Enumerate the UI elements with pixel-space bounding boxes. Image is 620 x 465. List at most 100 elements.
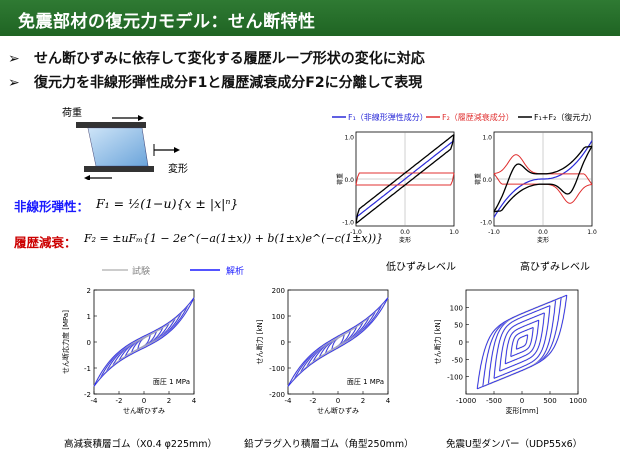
- x-axis-label: せん断ひずみ: [317, 406, 359, 415]
- caption-hdr: 高減衰積層ゴム（X0.4 φ225mm）: [64, 439, 218, 450]
- y-tick-label: 1.0: [482, 134, 492, 141]
- x-tick-label: 2: [361, 397, 365, 405]
- x-tick-label: 0: [336, 397, 340, 405]
- model-chart-low-title: 低ひずみレベル: [386, 262, 456, 273]
- damping-formula: F₂ = ±uFₘ{1 − 2e^(−a(1±x)) + b(1±x)e^(−c…: [84, 232, 384, 245]
- analysis-loop: [93, 297, 195, 387]
- x-tick-label: 0.0: [400, 229, 410, 236]
- x-tick-label: -2: [116, 397, 123, 405]
- y-axis-label: せん断力 [kN]: [433, 319, 442, 364]
- x-tick-label: -2: [310, 397, 317, 405]
- title-bar: 免震部材の復元力モデル：せん断特性: [0, 0, 620, 36]
- y-tick-label: 0: [87, 339, 91, 347]
- plot-frame: [465, 289, 579, 395]
- legend-analysis: 解析: [226, 267, 245, 277]
- x-axis-label: 変形: [399, 236, 411, 244]
- series-f1-line: [355, 140, 455, 218]
- y-tick-label: 0: [281, 339, 285, 347]
- bullet-1-text: せん断ひずみに依存して変化する履歴ループ形状の変化に対応: [34, 51, 425, 67]
- y-tick-label: 1: [87, 313, 91, 321]
- y-tick-label: 1.0: [344, 134, 354, 141]
- y-tick-label: 100: [450, 304, 463, 312]
- y-axis-label: 荷重: [336, 173, 344, 185]
- series-f12-line: [493, 145, 593, 213]
- y-tick-label: 0.0: [344, 177, 354, 184]
- analysis-loop: [516, 334, 528, 350]
- model-legend: [332, 116, 532, 118]
- bullet-2: ➢ 復元力を非線形弾性成分F1と履歴減衰成分F2に分離して表現: [8, 72, 422, 92]
- y-tick-label: -1: [84, 365, 91, 373]
- x-tick-label: 2: [167, 397, 171, 405]
- pressure-annotation: 面圧 1 MPa: [153, 378, 190, 386]
- y-tick-label: -1.0: [342, 220, 354, 227]
- arrow-bullet-icon: ➢: [8, 75, 20, 91]
- y-tick-label: -2: [84, 391, 91, 399]
- y-tick-label: 200: [272, 287, 285, 295]
- bullet-1: ➢ せん断ひずみに依存して変化する履歴ループ形状の変化に対応: [8, 48, 425, 68]
- x-axis-label: せん断ひずみ: [123, 406, 165, 415]
- y-tick-label: 0: [459, 339, 463, 347]
- test-chart-lrb: 200 100 0 -100 -200-4 -2 0 2 4 せん断ひずみ せん断力 [kN] 面圧 …: [255, 287, 391, 415]
- reaction-arrowhead: [84, 175, 90, 180]
- model-chart-low: 1.0 0.0 -1.0 -1.0 0.0 1.0 変形 荷重: [336, 131, 459, 244]
- analysis-loop: [499, 312, 545, 372]
- analysis-loop: [510, 327, 534, 357]
- y-tick-label: 0.0: [482, 177, 492, 184]
- load-arrowhead: [138, 115, 144, 121]
- slide-title: 免震部材の復元力モデル：せん断特性: [18, 12, 316, 32]
- x-tick-label: 4: [192, 397, 197, 405]
- caption-lrb: 鉛プラグ入り積層ゴム（角型250mm）: [244, 439, 414, 450]
- y-axis-label: 荷重: [474, 173, 482, 185]
- caption-udp: 免震U型ダンパー（UDP55x6）: [446, 439, 583, 450]
- x-tick-label: 0: [142, 397, 146, 405]
- x-tick-label: -500: [486, 397, 502, 405]
- bearing-schematic: [76, 115, 180, 180]
- legend-f1: F₁（非線形弾性成分）: [348, 113, 428, 122]
- test-legend: [102, 269, 220, 271]
- y-tick-label: -50: [452, 356, 463, 364]
- x-tick-label: 4: [386, 397, 391, 405]
- x-tick-label: -1.0: [350, 229, 362, 236]
- x-tick-label: 0.0: [538, 229, 548, 236]
- y-tick-label: -100: [447, 374, 463, 382]
- model-chart-high-title: 高ひずみレベル: [520, 262, 590, 273]
- analysis-loop: [493, 305, 551, 379]
- x-tick-label: -1000: [456, 397, 476, 405]
- series-f12-line: [355, 134, 455, 224]
- x-axis-label: 変形: [537, 236, 549, 244]
- y-tick-label: -1.0: [480, 220, 492, 227]
- y-axis-label: せん断応力度 [MPa]: [61, 310, 70, 374]
- y-tick-label: 2: [87, 287, 91, 295]
- x-tick-label: -1.0: [488, 229, 500, 236]
- model-chart-high: 1.0 0.0 -1.0 -1.0 0.0 1.0 変形 荷重: [474, 131, 597, 244]
- elastic-label: 非線形弾性：: [14, 199, 90, 214]
- analysis-loop: [476, 294, 568, 390]
- arrow-bullet-icon: ➢: [8, 51, 20, 67]
- deform-label: 変形: [168, 164, 188, 175]
- plot-frame: [287, 289, 389, 395]
- series-f1-line: [493, 140, 593, 218]
- x-tick-label: 1.0: [449, 229, 459, 236]
- legend-experiment: 試験: [132, 267, 151, 277]
- pressure-annotation: 面圧 1 MPa: [347, 378, 384, 386]
- y-tick-label: -200: [269, 391, 285, 399]
- x-tick-label: 0: [520, 397, 524, 405]
- series-f12-line: [493, 145, 593, 213]
- analysis-loop: [287, 297, 389, 387]
- x-tick-label: 1.0: [587, 229, 597, 236]
- y-axis-label: せん断力 [kN]: [255, 319, 264, 364]
- x-tick-label: 500: [543, 397, 556, 405]
- x-axis-label: 変形[mm]: [505, 406, 538, 415]
- y-tick-label: 50: [454, 322, 463, 330]
- top-plate: [76, 122, 146, 128]
- legend-f12: F₁+F₂（復元力）: [534, 113, 597, 122]
- x-tick-label: -4: [91, 397, 99, 405]
- y-tick-label: 100: [272, 313, 285, 321]
- legend-f2: F₂（履歴減衰成分）: [442, 113, 514, 122]
- elastic-formula: F₁ = ½(1−u){x ± |x|ⁿ}: [96, 196, 239, 211]
- x-tick-label: 1000: [569, 397, 587, 405]
- y-tick-label: -100: [269, 365, 285, 373]
- analysis-loop: [504, 319, 540, 365]
